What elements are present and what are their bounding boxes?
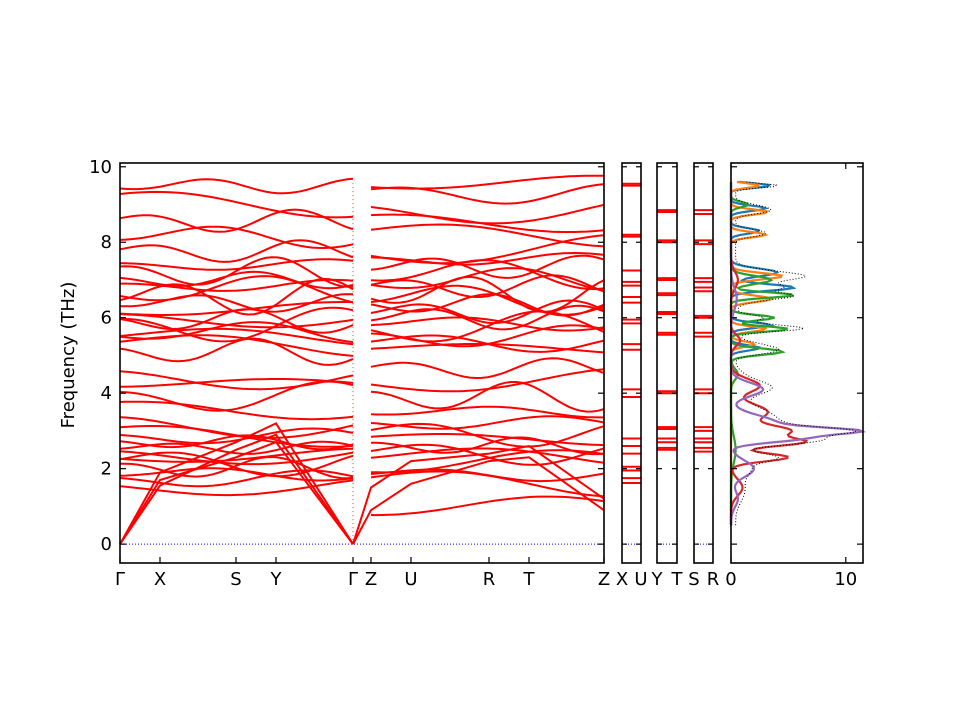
band-line xyxy=(370,275,605,313)
band-line xyxy=(370,284,605,316)
band-panel-frame xyxy=(119,162,605,564)
band-line xyxy=(119,378,354,388)
x-tick-label: Γ xyxy=(115,569,125,590)
x-tick-label: X xyxy=(154,569,166,590)
band-line xyxy=(370,274,605,299)
dos-panel: 0 10 xyxy=(725,162,867,590)
panel-frame xyxy=(693,162,714,564)
band-line xyxy=(119,256,354,288)
y-tick-label: 10 xyxy=(89,157,112,178)
band-line xyxy=(119,427,354,445)
band-line xyxy=(119,327,354,346)
band-line xyxy=(119,258,354,271)
band-line xyxy=(371,436,605,456)
band-line xyxy=(119,275,354,304)
band-line xyxy=(370,368,605,393)
band-line xyxy=(370,316,605,332)
band-line xyxy=(370,183,605,205)
band-line xyxy=(370,267,605,292)
panel-frame xyxy=(656,162,678,564)
band-line xyxy=(119,190,354,219)
x-tick-label: Z xyxy=(598,569,610,590)
band-line xyxy=(119,416,354,439)
x-tick-label: U xyxy=(634,569,647,590)
panel-frame xyxy=(621,162,642,564)
y-tick-label: 0 xyxy=(101,534,112,555)
acoustic-band-line xyxy=(119,422,354,545)
band-line xyxy=(119,306,354,343)
dos-x-tick-label: 10 xyxy=(834,569,857,590)
band-line xyxy=(370,433,605,447)
band-line xyxy=(370,203,605,225)
y-tick-label: 6 xyxy=(101,308,112,329)
y-tick-label: 8 xyxy=(101,232,112,253)
band-line xyxy=(119,208,354,233)
acoustic-band-line xyxy=(119,433,354,545)
band-line xyxy=(119,370,354,391)
band-line xyxy=(370,324,605,348)
x-tick-label: X xyxy=(616,569,628,590)
band-line xyxy=(370,449,605,474)
acoustic-band-line xyxy=(352,444,605,545)
band-line xyxy=(370,443,605,466)
acoustic-band-line xyxy=(352,456,605,545)
band-line xyxy=(370,357,605,380)
band-line xyxy=(119,380,354,412)
band-line xyxy=(370,174,604,190)
band-line xyxy=(119,270,354,290)
band-line xyxy=(119,177,354,195)
band-line xyxy=(119,447,354,463)
x-tick-label: T xyxy=(671,569,684,590)
band-line xyxy=(370,415,605,430)
y-tick-label: 4 xyxy=(101,383,112,404)
band-line xyxy=(370,223,605,248)
band-line xyxy=(370,447,605,464)
x-tick-label: Γ xyxy=(348,569,358,590)
dos-x-tick-label: 0 xyxy=(725,569,736,590)
x-tick-label: T xyxy=(523,569,536,590)
band-line xyxy=(119,313,354,329)
x-tick-label: Y xyxy=(651,569,664,590)
y-tick-label: 2 xyxy=(101,459,112,480)
dos-panel-frame xyxy=(730,162,864,564)
x-tick-label: R xyxy=(707,569,720,590)
band-line xyxy=(119,451,354,478)
band-line xyxy=(119,450,354,466)
x-tick-label: R xyxy=(483,569,496,590)
x-tick-label: S xyxy=(688,569,699,590)
band-line xyxy=(119,239,354,263)
acoustic-band-line xyxy=(119,441,354,545)
band-line xyxy=(370,251,605,266)
band-line xyxy=(370,422,605,448)
total-dos-line xyxy=(735,181,858,526)
band-line xyxy=(119,293,354,313)
band-line xyxy=(370,299,605,325)
band-line xyxy=(120,278,354,292)
x-tick-label: U xyxy=(404,569,417,590)
band-line xyxy=(119,301,354,316)
band-line xyxy=(119,440,354,455)
x-tick-label: Y xyxy=(270,569,283,590)
band-line xyxy=(119,321,354,344)
y-axis-label: Frequency (THz) xyxy=(58,282,79,429)
x-tick-label: S xyxy=(230,569,241,590)
band-line xyxy=(119,479,354,497)
x-tick-label: Z xyxy=(365,569,377,590)
band-line xyxy=(119,400,354,421)
band-line xyxy=(370,495,605,517)
band-line xyxy=(370,405,604,419)
band-lines xyxy=(119,174,605,545)
